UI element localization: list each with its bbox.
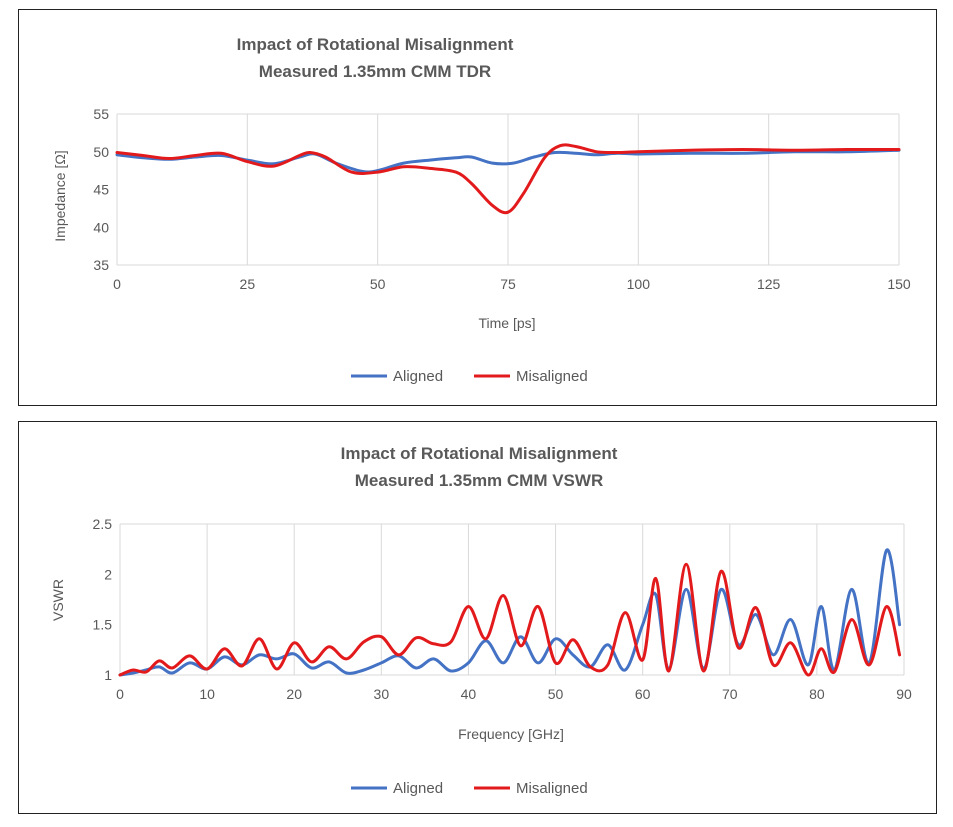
x-tick-label: 50 [548, 686, 564, 702]
y-tick-label: 1 [104, 667, 112, 683]
vswr-chart-panel: Impact of Rotational Misalignment Measur… [18, 421, 937, 814]
x-tick-label: 125 [757, 276, 781, 292]
vswr-series-misaligned [118, 562, 902, 677]
chart-title-line1: Impact of Rotational Misalignment [237, 35, 514, 54]
y-tick-label: 55 [93, 106, 109, 122]
vswr-plot-area: 0 10 20 30 40 50 60 70 80 90 1 1.5 2 2.5 [93, 516, 912, 702]
x-tick-label: 20 [286, 686, 302, 702]
x-tick-label: 40 [461, 686, 477, 702]
x-tick-label: 50 [370, 276, 386, 292]
x-tick-label: 90 [896, 686, 912, 702]
chart-title-line2: Measured 1.35mm CMM VSWR [355, 471, 603, 490]
y-tick-label: 2.5 [93, 516, 113, 532]
y-tick-label: 45 [93, 182, 109, 198]
y-tick-label: 2 [104, 566, 112, 582]
y-axis-label: Impedance [Ω] [52, 150, 68, 241]
x-tick-label: 60 [635, 686, 651, 702]
x-tick-label: 100 [627, 276, 651, 292]
chart-title-line1: Impact of Rotational Misalignment [341, 444, 618, 463]
x-tick-label: 0 [116, 686, 124, 702]
x-axis-label: Frequency [GHz] [458, 726, 564, 742]
vswr-chart: Impact of Rotational Misalignment Measur… [50, 444, 912, 797]
legend-label-aligned: Aligned [393, 780, 443, 797]
chart-title-line2: Measured 1.35mm CMM TDR [259, 62, 491, 81]
legend-label-misaligned: Misaligned [516, 780, 588, 797]
x-tick-label: 80 [809, 686, 825, 702]
tdr-series-misaligned [115, 143, 901, 215]
x-tick-label: 70 [722, 686, 738, 702]
tdr-chart-panel: Impact of Rotational Misalignment Measur… [18, 9, 937, 406]
x-tick-label: 0 [113, 276, 121, 292]
y-tick-label: 1.5 [93, 617, 113, 633]
legend: Aligned Misaligned [351, 780, 588, 797]
x-axis-label: Time [ps] [478, 315, 535, 331]
x-tick-label: 75 [500, 276, 516, 292]
legend: Aligned Misaligned [351, 368, 588, 385]
legend-label-aligned: Aligned [393, 368, 443, 385]
y-axis-label: VSWR [50, 579, 66, 621]
x-tick-label: 150 [887, 276, 911, 292]
legend-label-misaligned: Misaligned [516, 368, 588, 385]
y-tick-label: 50 [93, 144, 109, 160]
x-tick-label: 10 [199, 686, 215, 702]
x-tick-label: 25 [240, 276, 256, 292]
y-tick-label: 40 [93, 219, 109, 235]
tdr-chart: Impact of Rotational Misalignment Measur… [52, 35, 911, 385]
tdr-plot-area: 0 25 50 75 100 125 150 35 40 45 50 55 [93, 106, 910, 292]
x-tick-label: 30 [374, 686, 390, 702]
y-tick-label: 35 [93, 257, 109, 273]
